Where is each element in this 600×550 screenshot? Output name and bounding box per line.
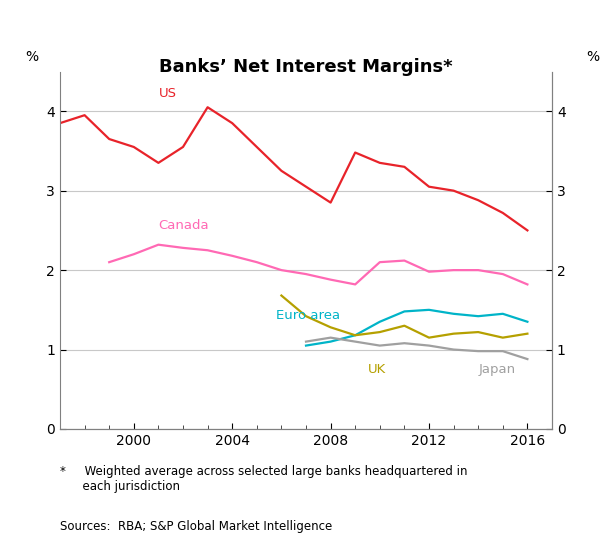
Text: US: US: [158, 87, 176, 100]
Text: %: %: [586, 51, 599, 64]
Title: Banks’ Net Interest Margins*: Banks’ Net Interest Margins*: [159, 58, 453, 75]
Text: Canada: Canada: [158, 219, 209, 232]
Text: Sources:  RBA; S&P Global Market Intelligence: Sources: RBA; S&P Global Market Intellig…: [60, 520, 332, 533]
Text: *     Weighted average across selected large banks headquartered in
      each j: * Weighted average across selected large…: [60, 465, 467, 493]
Text: %: %: [26, 51, 38, 64]
Text: Euro area: Euro area: [277, 309, 341, 322]
Text: Japan: Japan: [478, 364, 515, 376]
Text: UK: UK: [367, 364, 386, 376]
